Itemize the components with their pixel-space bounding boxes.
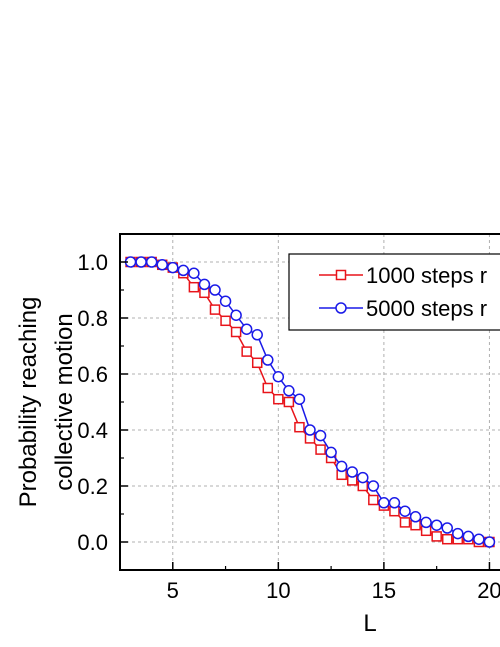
data-point-series-2 <box>388 497 401 509</box>
data-point-series-2 <box>441 522 453 534</box>
data-point-series-1 <box>241 346 252 357</box>
data-point-series-1 <box>251 357 263 369</box>
data-point-series-2 <box>399 505 411 517</box>
data-point-series-2 <box>251 329 263 341</box>
series-layer <box>124 256 496 548</box>
data-point-series-2 <box>473 533 485 545</box>
data-point-series-2 <box>378 497 390 509</box>
data-point-series-2 <box>167 261 179 274</box>
x-tick-label: 10 <box>266 578 290 603</box>
y-tick-label: 0.4 <box>77 418 108 443</box>
data-point-series-2 <box>420 516 432 529</box>
legend-marker-series-2 <box>335 302 347 314</box>
data-point-series-2 <box>357 471 369 484</box>
legend: 1000 steps r 5000 steps r <box>288 253 500 331</box>
y-tick-label: 0.8 <box>77 306 108 331</box>
data-point-series-1 <box>441 533 453 545</box>
y-tick-label: 0.6 <box>77 362 108 387</box>
data-point-series-1 <box>399 517 411 528</box>
data-point-series-1 <box>209 304 221 315</box>
data-point-series-2 <box>367 480 380 492</box>
data-point-series-2 <box>430 519 443 531</box>
y-axis-label-line-2: collective motion <box>51 313 78 490</box>
x-axis-label: L <box>363 610 376 637</box>
data-point-series-2 <box>135 256 147 268</box>
y-tick-label: 1.0 <box>77 250 108 275</box>
data-point-series-2 <box>283 385 295 397</box>
data-point-series-2 <box>230 309 242 321</box>
y-tick-label: 0.2 <box>77 474 108 499</box>
data-point-series-1 <box>262 382 274 394</box>
data-point-series-2 <box>198 278 211 291</box>
data-point-series-1 <box>220 315 231 327</box>
data-point-series-1 <box>315 444 326 455</box>
data-point-series-2 <box>314 429 327 442</box>
data-point-series-1 <box>431 531 442 542</box>
data-point-series-2 <box>304 424 316 436</box>
data-point-series-2 <box>262 354 274 366</box>
data-point-series-2 <box>272 371 285 383</box>
x-tick-label: 15 <box>372 578 396 603</box>
legend-label-series-1: 1000 steps r <box>366 263 487 288</box>
data-point-series-2 <box>177 264 190 277</box>
data-point-series-1 <box>294 421 305 433</box>
legend-label-series-2: 5000 steps r <box>366 296 487 321</box>
legend-box <box>288 253 500 331</box>
y-axis-label: Probability reaching collective motion <box>15 297 78 508</box>
legend-marker-series-1 <box>335 269 347 281</box>
series-2 <box>124 256 496 548</box>
data-point-series-1 <box>368 494 379 506</box>
data-point-series-2 <box>335 460 348 473</box>
data-point-series-2 <box>462 530 475 543</box>
data-point-series-2 <box>293 393 306 405</box>
data-point-series-1 <box>230 326 242 338</box>
data-point-series-2 <box>325 446 337 459</box>
data-point-series-1 <box>188 281 200 293</box>
data-point-series-2 <box>452 527 464 540</box>
data-point-series-2 <box>156 259 168 271</box>
data-point-series-2 <box>219 295 232 307</box>
x-tick-label: 20 <box>477 578 500 603</box>
data-point-series-2 <box>483 536 496 548</box>
data-point-series-1 <box>273 393 284 405</box>
data-point-series-2 <box>209 284 221 296</box>
data-point-series-2 <box>346 466 358 478</box>
y-tick-label: 0.0 <box>77 530 108 555</box>
x-tick-label: 5 <box>167 578 179 603</box>
data-point-series-2 <box>409 511 422 523</box>
data-point-series-1 <box>283 396 295 408</box>
axes: 5 10 15 20 0.0 0.2 0.4 0.6 0.8 1.0 <box>77 233 500 603</box>
data-point-series-2 <box>188 267 200 279</box>
data-point-series-2 <box>145 256 158 268</box>
y-axis-label-line-1: Probability reaching <box>15 297 42 508</box>
data-point-series-2 <box>240 323 253 335</box>
